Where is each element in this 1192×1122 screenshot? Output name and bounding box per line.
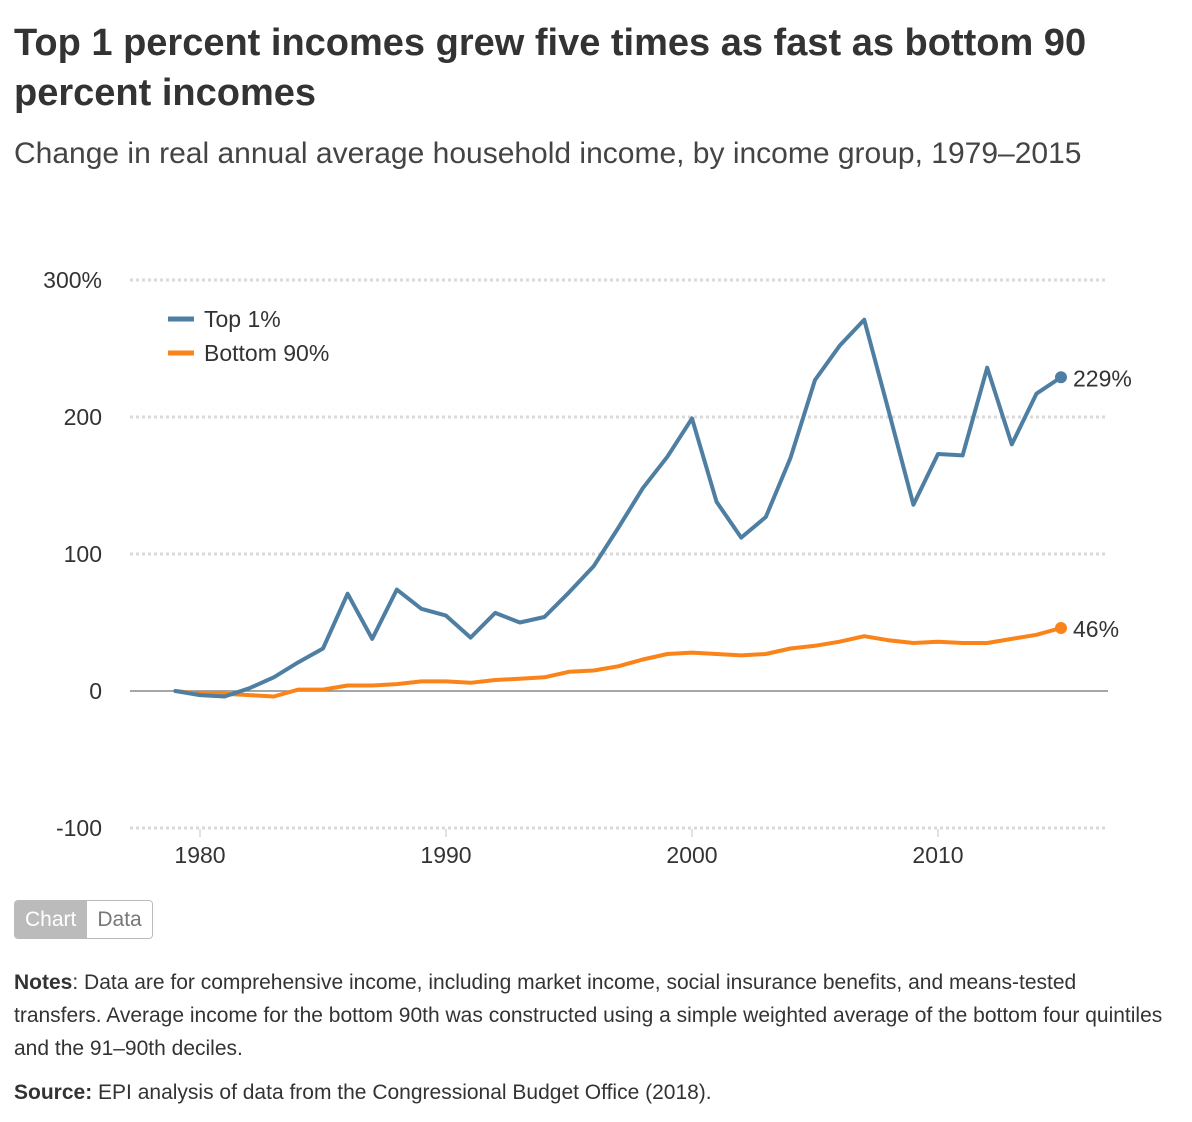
x-tick-label: 1990 bbox=[420, 842, 471, 868]
data-tab-button[interactable]: Data bbox=[86, 901, 152, 938]
end-point-bottom90 bbox=[1055, 621, 1067, 634]
series-line-top1 bbox=[173, 317, 1063, 699]
x-tick-label: 2010 bbox=[912, 842, 963, 868]
chart-subtitle: Change in real annual average household … bbox=[14, 137, 1082, 170]
series-layer: 46% 229% bbox=[173, 317, 1132, 699]
y-tick-label: 0 bbox=[89, 678, 102, 704]
x-tick-label: 1980 bbox=[174, 842, 225, 868]
y-tick-label: -100 bbox=[56, 815, 102, 841]
end-point-top1 bbox=[1055, 371, 1067, 384]
legend-label-top1: Top 1% bbox=[204, 306, 281, 332]
y-tick-label: 100 bbox=[64, 541, 102, 567]
notes-label: Notes bbox=[14, 971, 73, 994]
notes: Notes: Data are for comprehensive income… bbox=[14, 966, 1164, 1065]
source: Source: EPI analysis of data from the Co… bbox=[14, 1076, 1164, 1109]
chart-tab-button[interactable]: Chart bbox=[15, 901, 87, 938]
end-label-bottom90: 46% bbox=[1073, 616, 1119, 642]
source-text: EPI analysis of data from the Congressio… bbox=[92, 1081, 712, 1104]
axis-layer: -100 0 100 200 300% 1980 1990 2000 2010 bbox=[43, 267, 963, 868]
legend-label-bottom90: Bottom 90% bbox=[204, 340, 329, 366]
notes-text: : Data are for comprehensive income, inc… bbox=[14, 971, 1163, 1060]
x-tick-label: 2000 bbox=[666, 842, 717, 868]
legend: Top 1% Bottom 90% bbox=[168, 306, 329, 366]
y-tick-label: 300% bbox=[43, 267, 102, 293]
end-label-top1: 229% bbox=[1073, 365, 1132, 391]
chart-title: Top 1 percent incomes grew five times as… bbox=[14, 22, 1087, 114]
view-toggle[interactable]: Chart Data bbox=[14, 900, 153, 939]
series-line-bottom90 bbox=[173, 626, 1063, 699]
y-tick-label: 200 bbox=[64, 404, 102, 430]
source-label: Source: bbox=[14, 1081, 93, 1104]
